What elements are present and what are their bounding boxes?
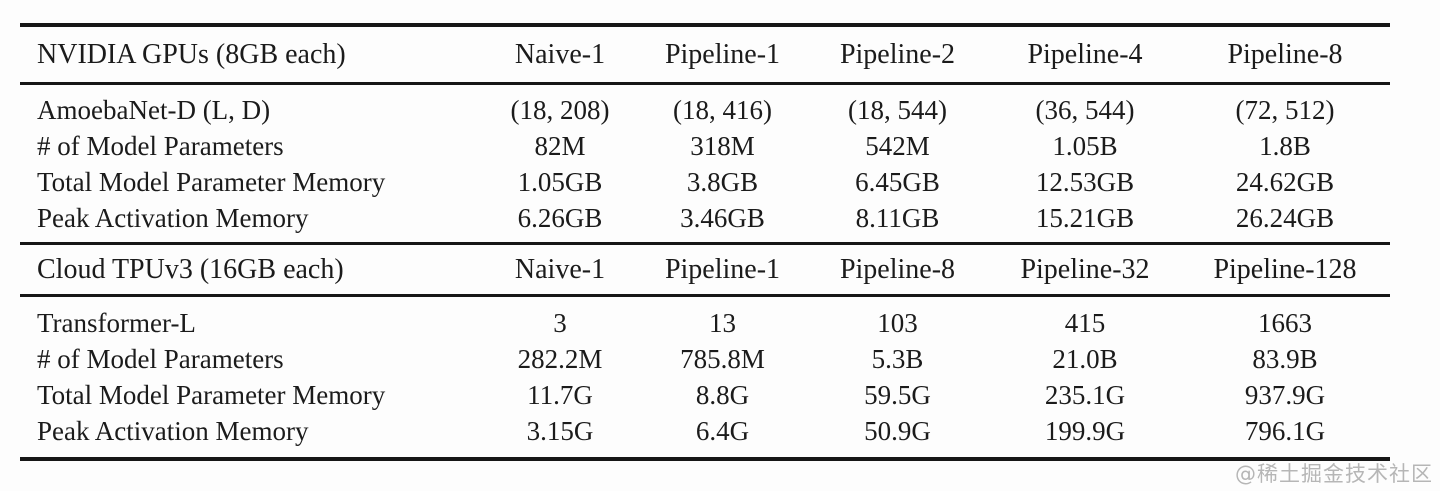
nvidia-table-header-row: NVIDIA GPUs (8GB each) Naive-1 Pipeline-… — [20, 27, 1390, 82]
cell-value: 26.24GB — [1235, 202, 1335, 233]
cell-value: (18, 544) — [848, 94, 947, 125]
cell-value: 5.3B — [871, 343, 924, 374]
cell-value: (72, 512) — [1235, 94, 1335, 125]
cell-value: 83.9B — [1252, 343, 1318, 374]
nvidia-table-body: AmoebaNet-D (L, D) (18, 208) (18, 416) (… — [20, 85, 1390, 242]
row-label: Total Model Parameter Memory — [37, 379, 386, 410]
cell-value: (36, 544) — [1035, 94, 1135, 125]
cell-value: 3 — [553, 307, 567, 338]
table-section-title: NVIDIA GPUs (8GB each) — [37, 38, 346, 70]
cell-value: 235.1G — [1044, 379, 1126, 410]
column-header-naive-1: Naive-1 — [514, 253, 606, 285]
table-section-title: Cloud TPUv3 (16GB each) — [37, 253, 344, 285]
cell-value: 13 — [709, 307, 736, 338]
cell-value: 282.2M — [517, 343, 603, 374]
cell-value: 1663 — [1258, 307, 1312, 338]
row-label: Transformer-L — [37, 307, 196, 338]
tpu-table-header-row: Cloud TPUv3 (16GB each) Naive-1 Pipeline… — [20, 245, 1390, 294]
cell-value: 415 — [1064, 307, 1106, 338]
cell-value: 59.5G — [864, 379, 931, 410]
cell-value: (18, 416) — [673, 94, 772, 125]
column-header-pipeline-32: Pipeline-32 — [1020, 253, 1150, 285]
column-header-pipeline-4: Pipeline-4 — [1027, 38, 1143, 70]
table-row: AmoebaNet-D (L, D) (18, 208) (18, 416) (… — [20, 92, 1390, 128]
cell-value: 318M — [690, 130, 755, 161]
cell-value: 1.05B — [1052, 130, 1118, 161]
cell-value: 11.7G — [527, 379, 593, 410]
table-row: # of Model Parameters 82M 318M 542M 1.05… — [20, 128, 1390, 164]
table-row: Total Model Parameter Memory 11.7G 8.8G … — [20, 377, 1390, 413]
cell-value: 6.26GB — [517, 202, 603, 233]
table-header-rule — [20, 82, 1390, 85]
cell-value: 796.1G — [1244, 415, 1326, 446]
row-label: Peak Activation Memory — [37, 415, 309, 446]
cell-value: 82M — [534, 130, 586, 161]
row-label: # of Model Parameters — [37, 343, 284, 374]
table-row: Total Model Parameter Memory 1.05GB 3.8G… — [20, 164, 1390, 200]
column-header-pipeline-8: Pipeline-8 — [839, 253, 956, 285]
row-label: # of Model Parameters — [37, 130, 284, 161]
cell-value: 3.46GB — [680, 202, 765, 233]
cell-value: 3.8GB — [686, 166, 759, 197]
cloud-tpu-table: Cloud TPUv3 (16GB each) Naive-1 Pipeline… — [20, 245, 1390, 457]
cell-value: 785.8M — [680, 343, 765, 374]
cell-value: 12.53GB — [1035, 166, 1135, 197]
tpu-table-body: Transformer-L 3 13 103 415 1663 # of Mod… — [20, 297, 1390, 457]
cell-value: 50.9G — [864, 415, 931, 446]
cell-value: 6.4G — [695, 415, 750, 446]
cell-value: 542M — [865, 130, 930, 161]
paper-table-figure: NVIDIA GPUs (8GB each) Naive-1 Pipeline-… — [20, 23, 1390, 461]
nvidia-gpu-table: NVIDIA GPUs (8GB each) Naive-1 Pipeline-… — [20, 27, 1390, 242]
cell-value: 103 — [877, 307, 918, 338]
table-top-rule — [20, 23, 1390, 27]
cell-value: 8.11GB — [855, 202, 940, 233]
cell-value: (18, 208) — [510, 94, 610, 125]
table-row: Peak Activation Memory 3.15G 6.4G 50.9G … — [20, 413, 1390, 449]
cell-value: 937.9G — [1244, 379, 1326, 410]
table-section-divider-rule — [20, 242, 1390, 245]
table-header-rule — [20, 294, 1390, 297]
column-header-naive-1: Naive-1 — [514, 38, 606, 70]
column-header-pipeline-128: Pipeline-128 — [1213, 253, 1357, 285]
column-header-pipeline-2: Pipeline-2 — [839, 38, 956, 70]
cell-value: 21.0B — [1052, 343, 1118, 374]
watermark: @稀土掘金技术社区 — [1235, 462, 1433, 486]
table-row: Transformer-L 3 13 103 415 1663 — [20, 305, 1390, 341]
cell-value: 1.05GB — [517, 166, 603, 197]
cell-value: 6.45GB — [855, 166, 940, 197]
cell-value: 1.8B — [1259, 130, 1311, 161]
cell-value: 24.62GB — [1235, 166, 1335, 197]
row-label: AmoebaNet-D (L, D) — [37, 94, 271, 125]
cell-value: 8.8G — [695, 379, 750, 410]
column-header-pipeline-1: Pipeline-1 — [664, 38, 781, 70]
cell-value: 199.9G — [1044, 415, 1126, 446]
column-header-pipeline-8: Pipeline-8 — [1227, 38, 1343, 70]
table-bottom-rule — [20, 457, 1390, 461]
cell-value: 3.15G — [526, 415, 594, 446]
cell-value: 15.21GB — [1035, 202, 1135, 233]
table-row: Peak Activation Memory 6.26GB 3.46GB 8.1… — [20, 200, 1390, 236]
row-label: Peak Activation Memory — [37, 202, 309, 233]
row-label: Total Model Parameter Memory — [37, 166, 386, 197]
column-header-pipeline-1: Pipeline-1 — [664, 253, 781, 285]
table-row: # of Model Parameters 282.2M 785.8M 5.3B… — [20, 341, 1390, 377]
